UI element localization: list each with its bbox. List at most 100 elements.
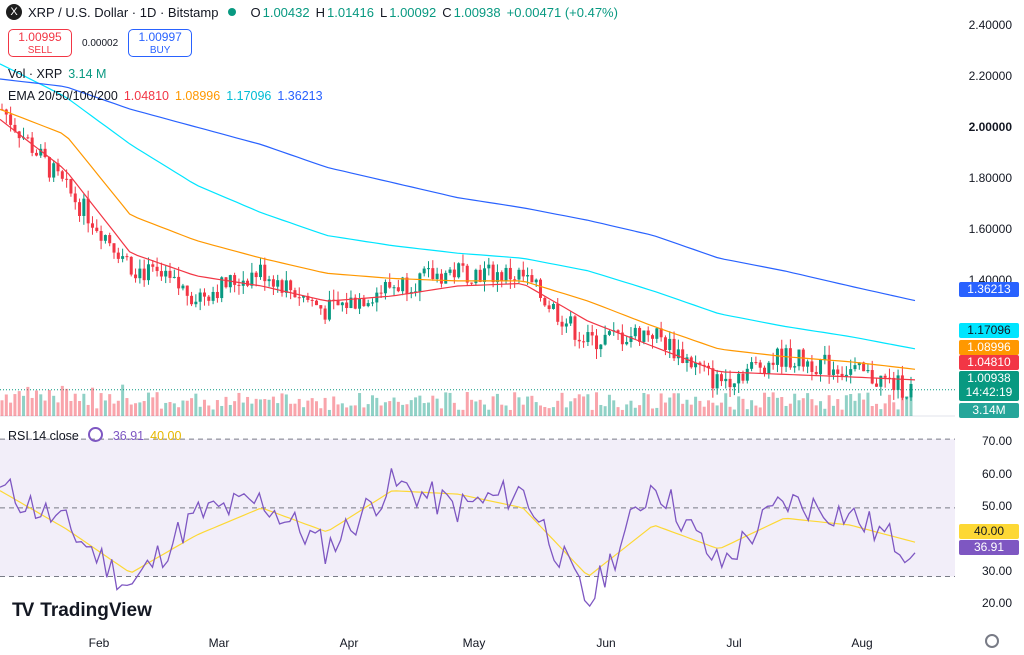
volume-bar (788, 403, 792, 416)
candle-body (134, 274, 138, 279)
candle-body (905, 397, 909, 399)
candle-body (215, 291, 219, 299)
volume-bar (69, 400, 73, 416)
candle-body (663, 337, 667, 350)
high-value: 1.01416 (327, 4, 374, 20)
candle-body (483, 268, 487, 282)
volume-bar (112, 403, 116, 416)
volume-bar (879, 409, 883, 416)
volume-bar (82, 393, 86, 416)
candle-body (732, 383, 736, 388)
volume-bar (39, 394, 43, 416)
volume-bar (297, 398, 301, 416)
volume-legend-label: Vol · XRP (8, 67, 63, 81)
volume-bar (190, 398, 194, 416)
candle-body (560, 321, 564, 327)
volume-bar (30, 397, 34, 416)
volume-bar (504, 405, 508, 416)
settings-gear-icon[interactable] (985, 634, 999, 648)
rsi-legend[interactable]: RSI 14 close 36.91 40.00 (8, 427, 187, 443)
candle-body (491, 264, 495, 283)
tradingview-mark-icon: TV (12, 600, 34, 621)
ema-line-ema50 (0, 108, 916, 370)
volume-bar (396, 401, 400, 416)
price-axis-label: 2.40000 (968, 18, 1012, 32)
rsi-ma-line (0, 490, 916, 577)
candle-body (345, 302, 349, 309)
candle-body (202, 292, 206, 297)
time-axis-label: May (462, 636, 486, 650)
last-price-value: 1.00938 (967, 371, 1011, 385)
volume-bar (607, 394, 611, 416)
buy-price: 1.00997 (138, 30, 182, 44)
volume-bar (211, 409, 215, 416)
candle-body (823, 354, 827, 360)
candle-body (754, 362, 758, 364)
candle-body (875, 383, 879, 387)
ema-legend[interactable]: EMA 20/50/100/200 1.04810 1.08996 1.17096 1.… (8, 89, 329, 103)
volume-bar (254, 398, 258, 416)
candle-body (879, 375, 883, 387)
volume-bar (146, 392, 150, 416)
candle-body (379, 292, 383, 294)
rsi-settings-icon[interactable] (88, 427, 104, 442)
open-value: 1.00432 (262, 4, 310, 20)
volume-bar (715, 405, 719, 416)
candle-body (353, 297, 357, 309)
volume-bar (474, 401, 478, 416)
symbol-title[interactable]: XRP / U.S. Dollar · 1D · Bitstamp (28, 4, 219, 20)
candle-body (159, 271, 163, 277)
volume-bar (401, 404, 405, 416)
candle-body (814, 371, 818, 375)
volume-bar (9, 402, 13, 416)
candle-body (414, 291, 418, 293)
rsi-axis-label: 50.00 (981, 499, 1012, 513)
open-label: O (250, 4, 261, 20)
rsi-axis-label: 60.00 (981, 467, 1012, 481)
volume-bar (22, 395, 26, 416)
volume-bar (370, 395, 374, 416)
volume-bar (526, 396, 530, 416)
volume-bar (573, 398, 577, 416)
volume-bar (470, 399, 474, 416)
tradingview-logo[interactable]: TV TradingView (12, 600, 152, 622)
volume-bar (685, 399, 689, 416)
candle-body (892, 377, 896, 390)
candle-body (478, 269, 482, 282)
volume-bar (134, 403, 138, 416)
volume-bar (241, 402, 245, 416)
volume-legend[interactable]: Vol · XRP 3.14 M (8, 67, 112, 81)
candle-body (569, 316, 573, 324)
rsi-axis-label: 70.00 (981, 434, 1012, 448)
volume-bar (246, 396, 250, 416)
candle-body (60, 171, 64, 179)
buy-button[interactable]: 1.00997 BUY (128, 29, 193, 57)
candle-body (306, 295, 310, 300)
buy-label: BUY (149, 45, 171, 56)
volume-bar (758, 407, 762, 416)
volume-bar (732, 409, 736, 416)
volume-bar (668, 397, 672, 416)
volume-bar (500, 404, 504, 416)
volume-bar (366, 404, 370, 416)
candle-body (172, 276, 176, 278)
candle-body (758, 362, 762, 368)
time-axis-label: Feb (88, 636, 110, 650)
candle-body (250, 272, 254, 286)
volume-bar (836, 399, 840, 416)
candle-body (900, 375, 904, 398)
candle-body (86, 198, 90, 224)
candle-body (39, 148, 43, 156)
candle-body (672, 338, 676, 359)
price-axis-label: 1.60000 (968, 222, 1012, 236)
candle-body (336, 300, 340, 306)
candle-body (676, 349, 680, 359)
candle-body (30, 137, 34, 153)
candle-body (711, 368, 715, 389)
volume-bar (353, 405, 357, 416)
volume-bar (595, 392, 599, 416)
volume-bar (452, 402, 456, 416)
sell-button[interactable]: 1.00995 SELL (8, 29, 72, 57)
rsi-pane (0, 468, 916, 608)
